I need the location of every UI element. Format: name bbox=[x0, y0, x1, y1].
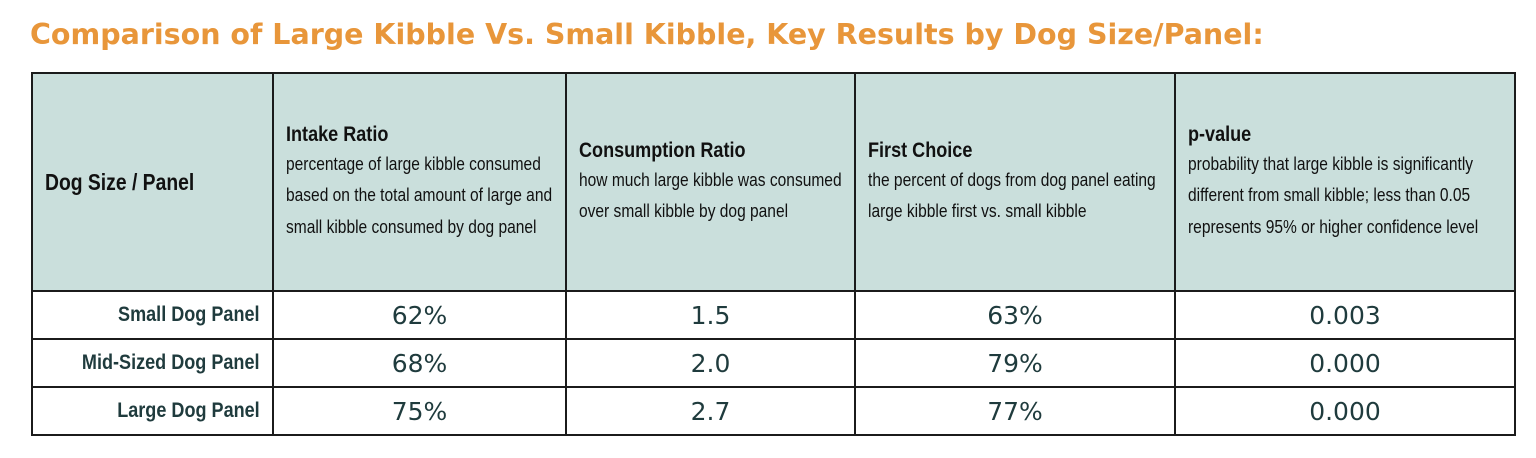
header-title: Dog Size / Panel bbox=[45, 168, 195, 195]
row-label-cell: Large Dog Panel bbox=[31, 386, 274, 436]
header-title: Intake Ratio bbox=[286, 122, 389, 146]
header-cell-dog-size: Dog Size / Panel bbox=[31, 72, 274, 292]
header-title: First Choice bbox=[868, 138, 973, 162]
table-row: Large Dog Panel 75% 2.7 77% 0.000 bbox=[31, 386, 1516, 436]
first-choice-value: 79% bbox=[854, 338, 1176, 388]
consumption-ratio-value: 2.0 bbox=[565, 338, 856, 388]
header-cell-intake-ratio: Intake Ratio percentage of large kibble … bbox=[272, 72, 567, 292]
header-row: Dog Size / Panel Intake Ratio percentage… bbox=[31, 72, 1516, 292]
page-title: Comparison of Large Kibble Vs. Small Kib… bbox=[30, 18, 1264, 51]
table-row: Mid-Sized Dog Panel 68% 2.0 79% 0.000 bbox=[31, 338, 1516, 388]
row-label: Small Dog Panel bbox=[118, 303, 260, 326]
table-row: Small Dog Panel 62% 1.5 63% 0.003 bbox=[31, 290, 1516, 340]
header-description: percentage of large kibble consumed base… bbox=[286, 152, 553, 237]
first-choice-value: 77% bbox=[854, 386, 1176, 436]
p-value-value: 0.003 bbox=[1174, 290, 1516, 340]
row-label: Mid-Sized Dog Panel bbox=[82, 351, 260, 374]
intake-ratio-value: 68% bbox=[272, 338, 567, 388]
header-title: p-value bbox=[1188, 122, 1252, 146]
header-description: probability that large kibble is signifi… bbox=[1188, 152, 1479, 237]
p-value-value: 0.000 bbox=[1174, 386, 1516, 436]
intake-ratio-value: 75% bbox=[272, 386, 567, 436]
header-title: Consumption Ratio bbox=[579, 138, 746, 162]
row-label-cell: Small Dog Panel bbox=[31, 290, 274, 340]
results-table: Dog Size / Panel Intake Ratio percentage… bbox=[31, 72, 1516, 436]
header-description: the percent of dogs from dog panel eatin… bbox=[868, 168, 1156, 222]
header-description: how much large kibble was consumed over … bbox=[579, 168, 842, 222]
header-cell-p-value: p-value probability that large kibble is… bbox=[1174, 72, 1516, 292]
row-label-cell: Mid-Sized Dog Panel bbox=[31, 338, 274, 388]
header-cell-first-choice: First Choice the percent of dogs from do… bbox=[854, 72, 1176, 292]
first-choice-value: 63% bbox=[854, 290, 1176, 340]
consumption-ratio-value: 2.7 bbox=[565, 386, 856, 436]
consumption-ratio-value: 1.5 bbox=[565, 290, 856, 340]
header-cell-consumption-ratio: Consumption Ratio how much large kibble … bbox=[565, 72, 856, 292]
intake-ratio-value: 62% bbox=[272, 290, 567, 340]
p-value-value: 0.000 bbox=[1174, 338, 1516, 388]
row-label: Large Dog Panel bbox=[117, 399, 260, 422]
